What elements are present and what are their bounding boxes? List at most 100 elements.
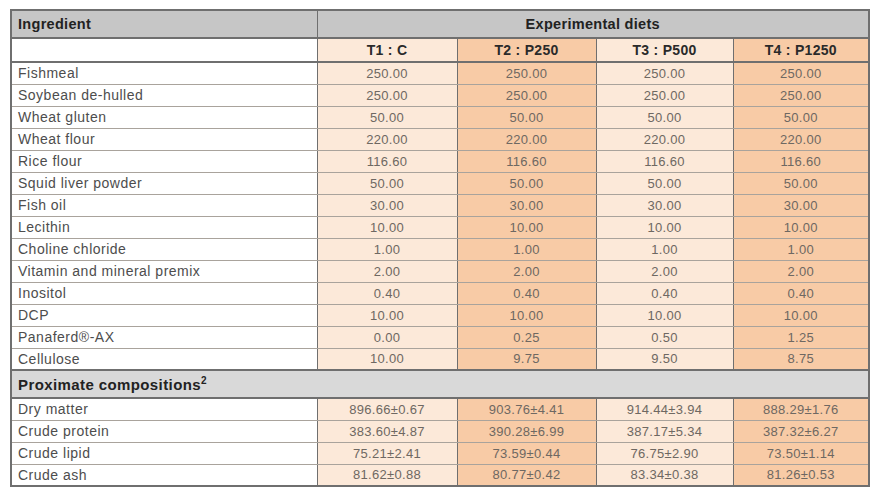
value-cell: 220.00 bbox=[596, 128, 733, 150]
value-cell: 30.00 bbox=[457, 194, 596, 216]
proximate-name: Dry matter bbox=[11, 398, 317, 420]
ingredient-name: Wheat gluten bbox=[11, 106, 317, 128]
value-cell: 10.00 bbox=[457, 216, 596, 238]
value-cell: 250.00 bbox=[733, 84, 869, 106]
diet-column-t1: T1 : C bbox=[317, 38, 457, 62]
value-cell: 10.00 bbox=[317, 348, 457, 370]
value-cell: 50.00 bbox=[733, 172, 869, 194]
value-cell: 250.00 bbox=[457, 62, 596, 84]
ingredient-name: DCP bbox=[11, 304, 317, 326]
value-cell: 387.17±5.34 bbox=[596, 420, 733, 442]
ingredient-header: Ingredient bbox=[11, 10, 317, 38]
table-row-dry-matter: Dry matter 896.66±0.67 903.76±4.41 914.4… bbox=[11, 398, 869, 420]
table-row-fish-oil: Fish oil 30.00 30.00 30.00 30.00 bbox=[11, 194, 869, 216]
value-cell: 8.75 bbox=[733, 348, 869, 370]
value-cell: 10.00 bbox=[317, 216, 457, 238]
value-cell: 10.00 bbox=[596, 216, 733, 238]
value-cell: 9.50 bbox=[596, 348, 733, 370]
value-cell: 250.00 bbox=[733, 62, 869, 84]
value-cell: 250.00 bbox=[457, 84, 596, 106]
value-cell: 903.76±4.41 bbox=[457, 398, 596, 420]
table-row-crude-lipid: Crude lipid 75.21±2.41 73.59±0.44 76.75±… bbox=[11, 442, 869, 464]
value-cell: 83.34±0.38 bbox=[596, 464, 733, 486]
value-cell: 250.00 bbox=[317, 62, 457, 84]
value-cell: 1.00 bbox=[317, 238, 457, 260]
value-cell: 250.00 bbox=[317, 84, 457, 106]
table-row-dcp: DCP 10.00 10.00 10.00 10.00 bbox=[11, 304, 869, 326]
ingredient-name: Squid liver powder bbox=[11, 172, 317, 194]
table-row-wheat-gluten: Wheat gluten 50.00 50.00 50.00 50.00 bbox=[11, 106, 869, 128]
value-cell: 0.40 bbox=[317, 282, 457, 304]
value-cell: 0.40 bbox=[596, 282, 733, 304]
diet-column-t3: T3 : P500 bbox=[596, 38, 733, 62]
proximate-name: Crude lipid bbox=[11, 442, 317, 464]
ingredient-name: Cellulose bbox=[11, 348, 317, 370]
value-cell: 10.00 bbox=[733, 304, 869, 326]
diet-composition-table-wrap: Ingredient Experimental diets T1 : C T2 … bbox=[10, 9, 870, 487]
table-row-cellulose: Cellulose 10.00 9.75 9.50 8.75 bbox=[11, 348, 869, 370]
value-cell: 220.00 bbox=[457, 128, 596, 150]
value-cell: 81.62±0.88 bbox=[317, 464, 457, 486]
value-cell: 50.00 bbox=[317, 172, 457, 194]
diet-composition-table: Ingredient Experimental diets T1 : C T2 … bbox=[10, 9, 870, 487]
value-cell: 50.00 bbox=[596, 172, 733, 194]
section-label-text: Proximate compositions bbox=[18, 376, 201, 393]
value-cell: 116.60 bbox=[733, 150, 869, 172]
value-cell: 81.26±0.53 bbox=[733, 464, 869, 486]
table-row-crude-protein: Crude protein 383.60±4.87 390.28±6.99 38… bbox=[11, 420, 869, 442]
value-cell: 75.21±2.41 bbox=[317, 442, 457, 464]
value-cell: 30.00 bbox=[733, 194, 869, 216]
value-cell: 2.00 bbox=[596, 260, 733, 282]
value-cell: 0.50 bbox=[596, 326, 733, 348]
value-cell: 10.00 bbox=[457, 304, 596, 326]
value-cell: 10.00 bbox=[317, 304, 457, 326]
value-cell: 50.00 bbox=[457, 106, 596, 128]
value-cell: 10.00 bbox=[596, 304, 733, 326]
value-cell: 1.25 bbox=[733, 326, 869, 348]
value-cell: 1.00 bbox=[596, 238, 733, 260]
table-row-lecithin: Lecithin 10.00 10.00 10.00 10.00 bbox=[11, 216, 869, 238]
ingredient-name: Panaferd®-AX bbox=[11, 326, 317, 348]
value-cell: 30.00 bbox=[317, 194, 457, 216]
value-cell: 2.00 bbox=[457, 260, 596, 282]
value-cell: 10.00 bbox=[733, 216, 869, 238]
proximate-compositions-section-row: Proximate compositions2 bbox=[11, 370, 869, 398]
value-cell: 9.75 bbox=[457, 348, 596, 370]
proximate-name: Crude protein bbox=[11, 420, 317, 442]
table-row-crude-ash: Crude ash 81.62±0.88 80.77±0.42 83.34±0.… bbox=[11, 464, 869, 486]
proximate-compositions-section-label: Proximate compositions2 bbox=[11, 370, 869, 398]
table-header-row: Ingredient Experimental diets bbox=[11, 10, 869, 38]
value-cell: 50.00 bbox=[317, 106, 457, 128]
value-cell: 30.00 bbox=[596, 194, 733, 216]
value-cell: 1.00 bbox=[733, 238, 869, 260]
ingredient-name: Inositol bbox=[11, 282, 317, 304]
value-cell: 250.00 bbox=[596, 84, 733, 106]
value-cell: 0.00 bbox=[317, 326, 457, 348]
value-cell: 73.50±1.14 bbox=[733, 442, 869, 464]
value-cell: 0.40 bbox=[457, 282, 596, 304]
table-row-squid-liver-powder: Squid liver powder 50.00 50.00 50.00 50.… bbox=[11, 172, 869, 194]
table-row-soybean: Soybean de-hulled 250.00 250.00 250.00 2… bbox=[11, 84, 869, 106]
value-cell: 383.60±4.87 bbox=[317, 420, 457, 442]
value-cell: 250.00 bbox=[596, 62, 733, 84]
value-cell: 888.29±1.76 bbox=[733, 398, 869, 420]
value-cell: 914.44±3.94 bbox=[596, 398, 733, 420]
value-cell: 73.59±0.44 bbox=[457, 442, 596, 464]
table-row-panaferd-ax: Panaferd®-AX 0.00 0.25 0.50 1.25 bbox=[11, 326, 869, 348]
ingredient-name: Vitamin and mineral premix bbox=[11, 260, 317, 282]
diet-column-t2: T2 : P250 bbox=[457, 38, 596, 62]
ingredient-name: Fish oil bbox=[11, 194, 317, 216]
proximate-name: Crude ash bbox=[11, 464, 317, 486]
ingredient-name: Wheat flour bbox=[11, 128, 317, 150]
value-cell: 1.00 bbox=[457, 238, 596, 260]
ingredient-name: Lecithin bbox=[11, 216, 317, 238]
diet-codes-row: T1 : C T2 : P250 T3 : P500 T4 : P1250 bbox=[11, 38, 869, 62]
value-cell: 2.00 bbox=[317, 260, 457, 282]
ingredient-name: Choline chloride bbox=[11, 238, 317, 260]
value-cell: 2.00 bbox=[733, 260, 869, 282]
value-cell: 387.32±6.27 bbox=[733, 420, 869, 442]
empty-cell bbox=[11, 38, 317, 62]
value-cell: 50.00 bbox=[457, 172, 596, 194]
section-footnote-superscript: 2 bbox=[201, 375, 207, 386]
table-row-rice-flour: Rice flour 116.60 116.60 116.60 116.60 bbox=[11, 150, 869, 172]
